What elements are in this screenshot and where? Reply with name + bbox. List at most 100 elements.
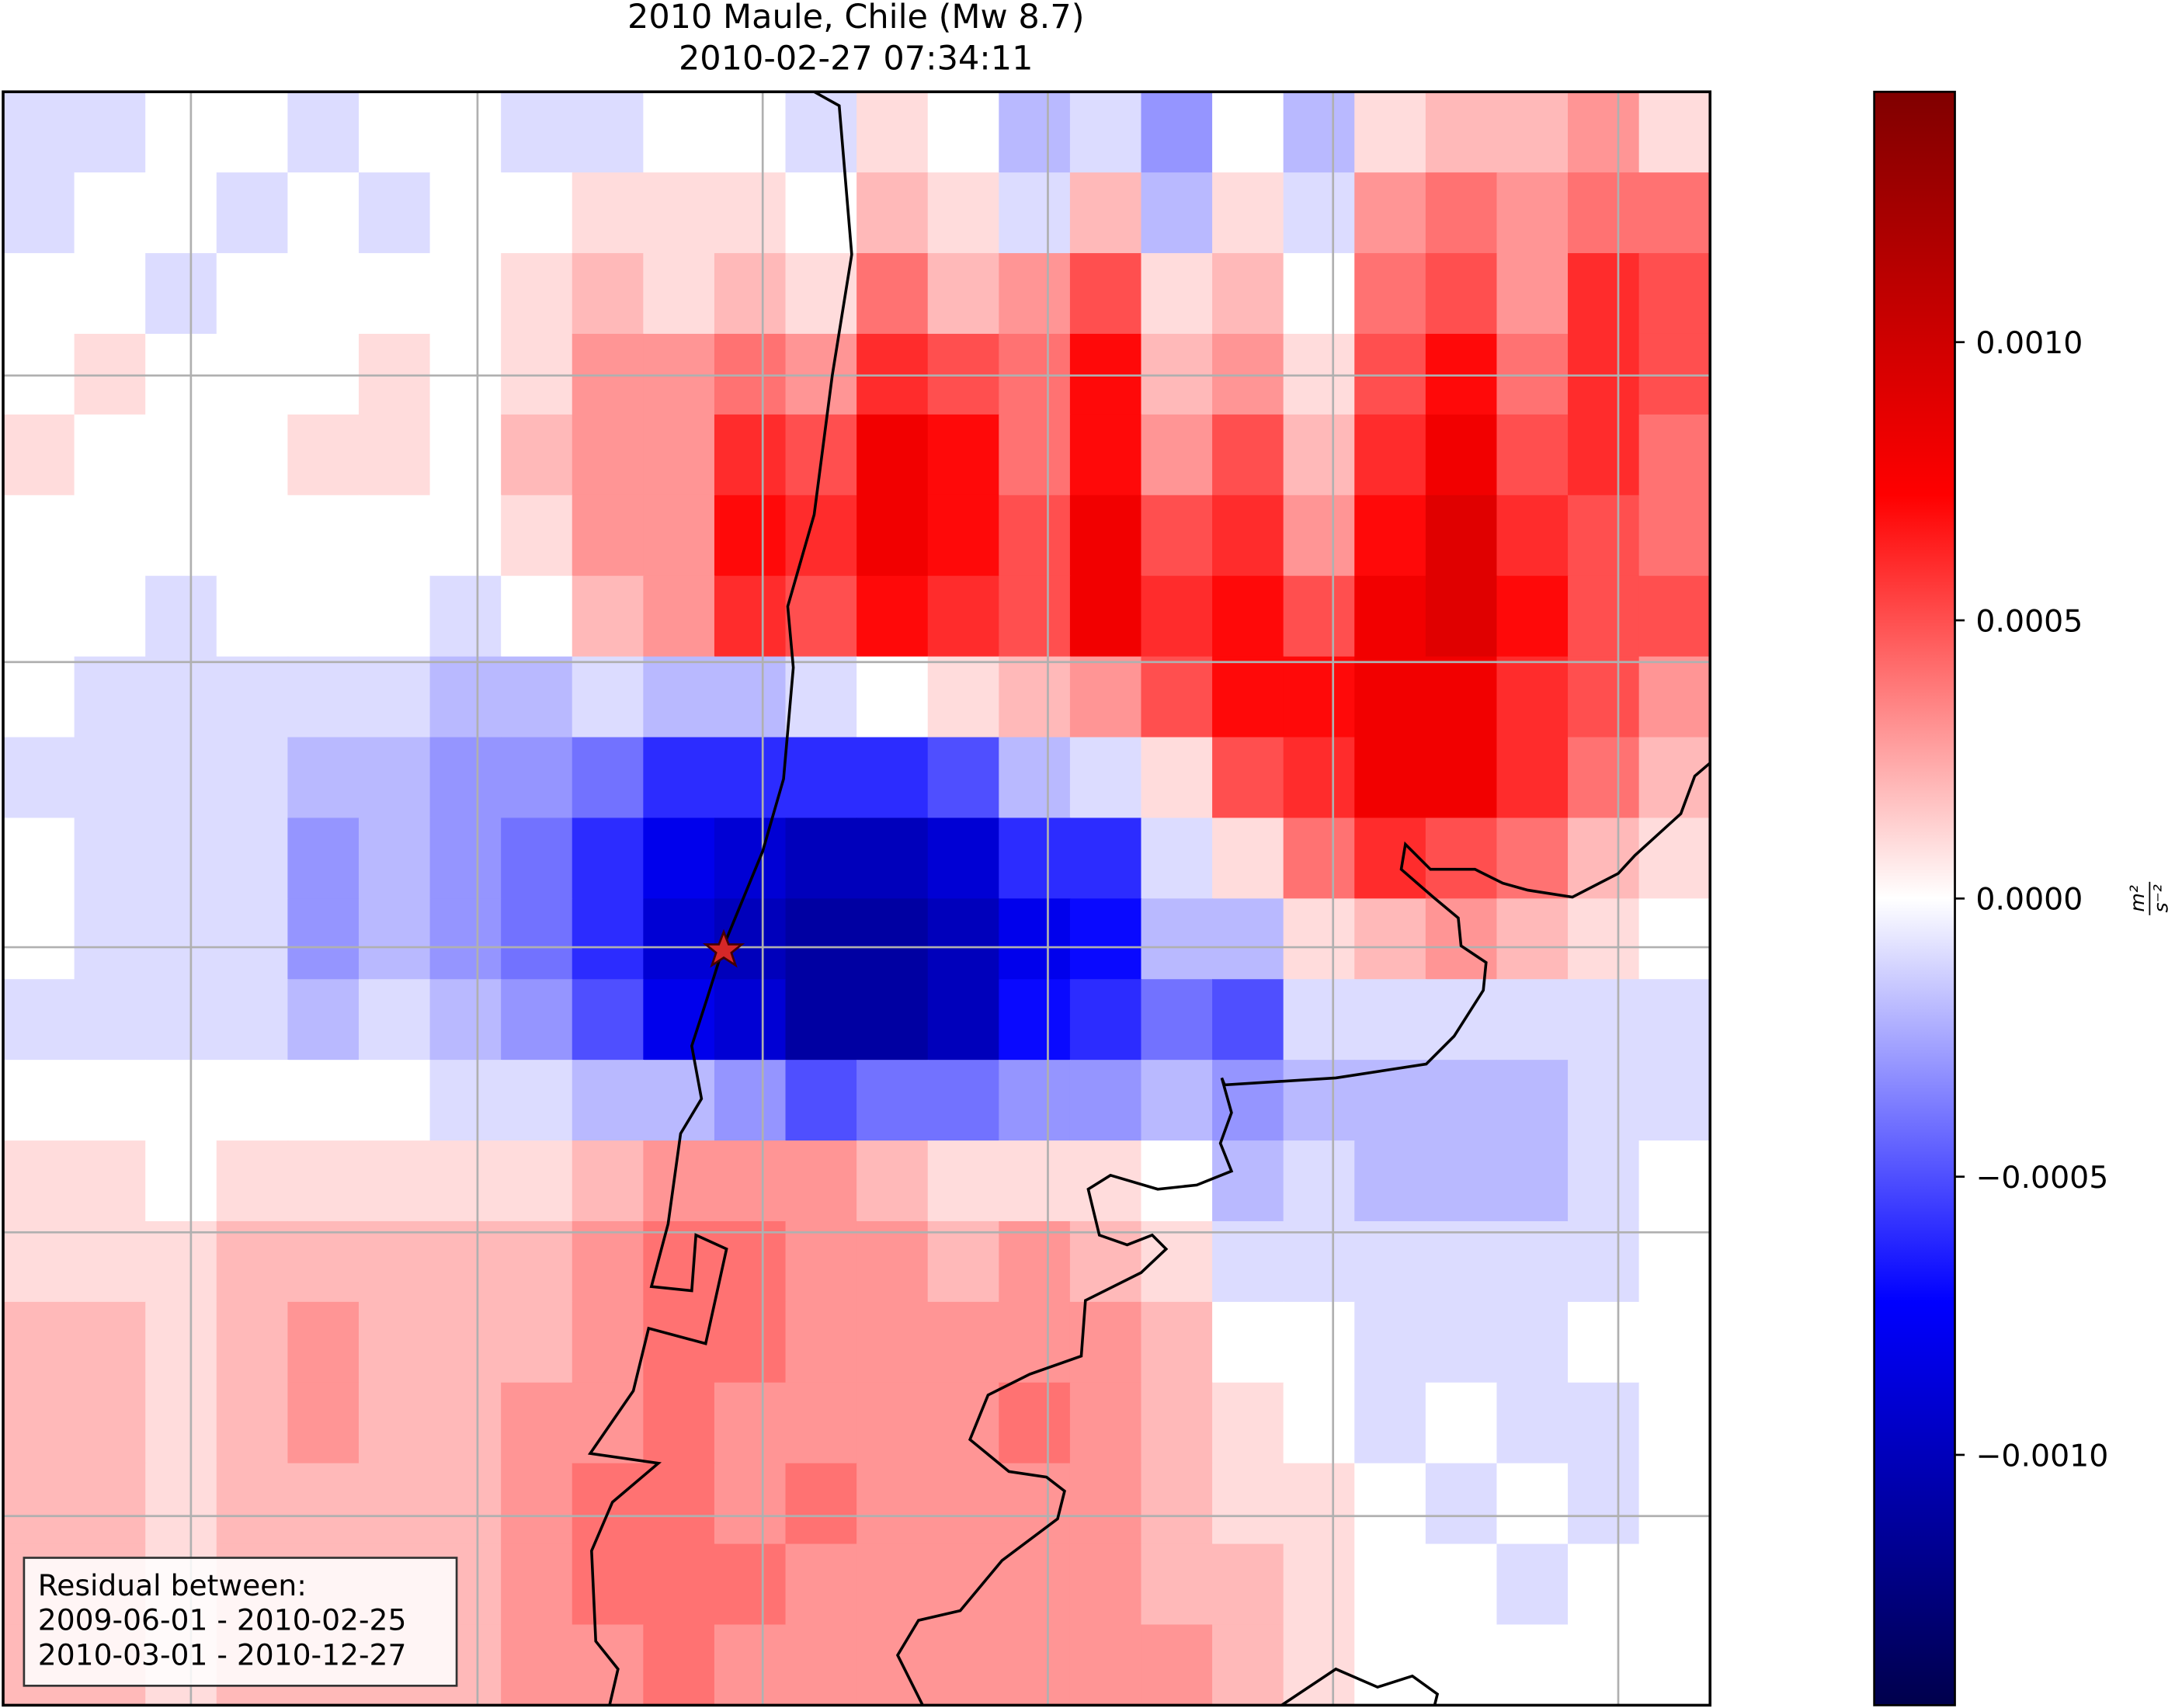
heatmap-cell xyxy=(1425,92,1498,174)
heatmap-cell xyxy=(501,495,573,577)
heatmap-cell xyxy=(999,1140,1071,1222)
heatmap-cell xyxy=(3,979,75,1061)
heatmap-cell xyxy=(999,1060,1071,1141)
heatmap-cell xyxy=(1212,172,1284,254)
heatmap-cell xyxy=(714,1543,787,1626)
heatmap-cell xyxy=(1638,1060,1711,1141)
colorbar xyxy=(1873,90,1956,1706)
heatmap-cell xyxy=(1568,414,1640,496)
heatmap-cell xyxy=(287,1220,360,1303)
heatmap-cell xyxy=(927,1543,1000,1626)
heatmap-cell xyxy=(1141,1543,1213,1626)
heatmap-cell xyxy=(1212,818,1284,900)
heatmap-cell xyxy=(1069,1463,1142,1545)
map-frame xyxy=(2,90,1712,1707)
heatmap-cell xyxy=(714,1301,787,1383)
heatmap-cell xyxy=(3,575,75,658)
heatmap-cell xyxy=(501,818,573,900)
heatmap-cell xyxy=(1069,414,1142,496)
heatmap-cell xyxy=(1354,1382,1426,1464)
heatmap-cell xyxy=(145,253,217,335)
heatmap-cell xyxy=(785,1463,858,1545)
heatmap-cell xyxy=(1425,1624,1498,1706)
heatmap-cell xyxy=(429,979,502,1061)
heatmap-cell xyxy=(145,1060,217,1141)
heatmap-cell xyxy=(643,656,715,738)
heatmap-cell xyxy=(358,979,431,1061)
heatmap-cell xyxy=(287,979,360,1061)
heatmap-cell xyxy=(714,1382,787,1464)
heatmap-cell xyxy=(643,575,715,658)
heatmap-cell xyxy=(927,1060,1000,1141)
heatmap-cell xyxy=(1212,414,1284,496)
heatmap-cell xyxy=(1212,898,1284,981)
heatmap-cell xyxy=(785,1624,858,1706)
heatmap-cell xyxy=(1568,1140,1640,1222)
heatmap-cell xyxy=(1638,1382,1711,1464)
heatmap-cell xyxy=(1496,414,1569,496)
heatmap-cell xyxy=(1141,1624,1213,1706)
heatmap-cell xyxy=(429,172,502,254)
heatmap-cell xyxy=(1568,1382,1640,1464)
heatmap-cell xyxy=(785,495,858,577)
heatmap-cell xyxy=(1141,1140,1213,1222)
heatmap-cell xyxy=(1283,1140,1356,1222)
heatmap-cell xyxy=(429,1060,502,1141)
heatmap-cell xyxy=(856,979,929,1061)
heatmap-cell xyxy=(927,1463,1000,1545)
heatmap-cell xyxy=(1212,1543,1284,1626)
colorbar-label-numerator: m² xyxy=(2126,885,2149,911)
heatmap-cell xyxy=(1425,1301,1498,1383)
heatmap-cell xyxy=(501,414,573,496)
heatmap-cell xyxy=(714,575,787,658)
heatmap-cell xyxy=(927,495,1000,577)
heatmap-cell xyxy=(287,172,360,254)
heatmap-cell xyxy=(927,656,1000,738)
heatmap-cell xyxy=(287,898,360,981)
heatmap-cell xyxy=(1283,979,1356,1061)
heatmap-cell xyxy=(999,979,1071,1061)
heatmap-cell xyxy=(1354,414,1426,496)
heatmap-cell xyxy=(3,1382,75,1464)
heatmap-cell xyxy=(1425,818,1498,900)
heatmap-cell xyxy=(74,172,147,254)
heatmap-cell xyxy=(358,1220,431,1303)
heatmap-cell xyxy=(643,818,715,900)
epicenter-star xyxy=(702,929,745,968)
heatmap-cell xyxy=(1141,575,1213,658)
heatmap-cell xyxy=(216,656,289,738)
heatmap-cell xyxy=(1425,495,1498,577)
heatmap-cell xyxy=(1283,737,1356,819)
heatmap-cell xyxy=(572,172,645,254)
heatmap-cell xyxy=(216,1140,289,1222)
heatmap-cell xyxy=(429,656,502,738)
heatmap-cell xyxy=(1425,1463,1498,1545)
heatmap-cell xyxy=(1496,737,1569,819)
heatmap-cell xyxy=(1496,575,1569,658)
heatmap-cell xyxy=(1354,1463,1426,1545)
heatmap-cell xyxy=(714,1220,787,1303)
heatmap-cell xyxy=(1568,1301,1640,1383)
heatmap-cell xyxy=(216,253,289,335)
heatmap-cell xyxy=(74,979,147,1061)
heatmap-cell xyxy=(1283,92,1356,174)
heatmap-cell xyxy=(714,737,787,819)
heatmap-cell xyxy=(1425,414,1498,496)
heatmap-cell xyxy=(287,92,360,174)
heatmap-cell xyxy=(1069,656,1142,738)
heatmap-cell xyxy=(216,979,289,1061)
heatmap-cell xyxy=(501,1140,573,1222)
heatmap-cell xyxy=(643,92,715,174)
heatmap-cell xyxy=(1568,1624,1640,1706)
heatmap-cell xyxy=(572,1624,645,1706)
heatmap-cell xyxy=(856,575,929,658)
island-coast xyxy=(1279,1667,1440,1706)
heatmap-cell xyxy=(1425,575,1498,658)
heatmap-cell xyxy=(358,1382,431,1464)
heatmap-cell xyxy=(1638,172,1711,254)
heatmap-cell xyxy=(358,898,431,981)
heatmap-cell xyxy=(1496,495,1569,577)
heatmap-cell xyxy=(1141,818,1213,900)
heatmap-cell xyxy=(1425,979,1498,1061)
